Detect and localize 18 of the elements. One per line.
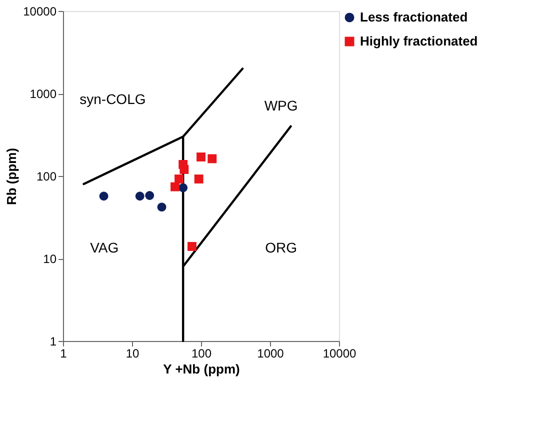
x-axis-title: Y +Nb (ppm) [163, 362, 240, 376]
annotation: WPG [264, 98, 298, 114]
x-tick-label: 10 [126, 346, 140, 360]
x-tick-label: 100 [191, 346, 212, 360]
x-tick-label: 1 [60, 346, 68, 360]
y-tick-label: 100 [36, 170, 57, 184]
x-tick-label: 10000 [322, 346, 357, 360]
annotation: ORG [265, 240, 297, 256]
annotation: VAG [90, 240, 119, 256]
y-tick-label: 10 [43, 252, 57, 266]
y-tick-label: 10000 [23, 4, 57, 18]
legend-label: Highly fractionated [360, 34, 478, 48]
legend-label: Less fractionated [360, 10, 468, 24]
y-axis-title: Rb (ppm) [4, 148, 20, 206]
annotation: syn-COLG [80, 91, 146, 108]
y-tick-label: 1000 [30, 87, 57, 101]
x-tick-label: 1000 [257, 346, 284, 360]
y-tick-label: 1 [50, 334, 57, 348]
